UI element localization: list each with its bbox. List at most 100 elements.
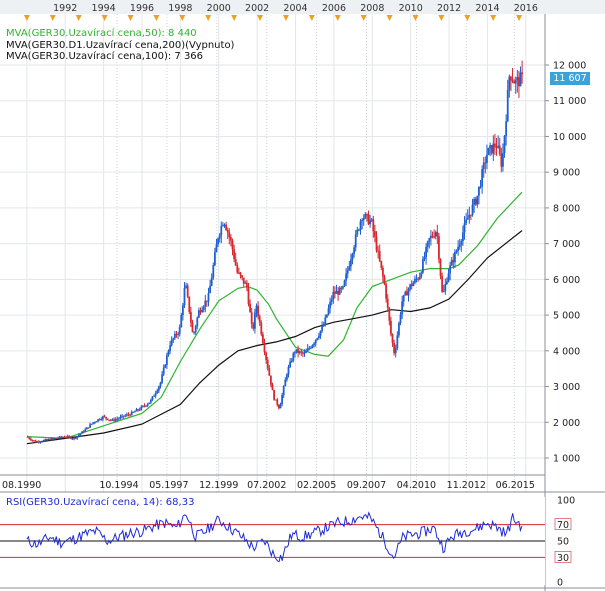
candle-body	[271, 384, 274, 391]
candle-body	[269, 375, 272, 385]
candle-body	[145, 405, 147, 407]
candle-body	[231, 240, 234, 250]
event-marker[interactable]	[205, 15, 212, 21]
candle-body	[314, 339, 317, 344]
candle-body	[390, 320, 392, 335]
candle-body	[274, 399, 277, 401]
candle-body	[486, 154, 488, 164]
event-marker[interactable]	[412, 15, 419, 21]
candle-body	[204, 300, 207, 307]
candle-body	[294, 352, 296, 354]
event-marker[interactable]	[127, 15, 134, 21]
candle-body	[209, 285, 211, 294]
candle-body	[476, 195, 479, 205]
candle-body	[261, 334, 264, 344]
candle-body	[138, 409, 141, 411]
price-tick-label: 6 000	[553, 275, 580, 286]
event-marker[interactable]	[153, 15, 160, 21]
event-marker[interactable]	[282, 15, 289, 21]
price-axis: 12 000 11 000 10 000 9 000 8 000 7 000 6 000 5 …	[544, 14, 605, 591]
candle-body	[129, 414, 131, 416]
candle-body	[329, 301, 332, 309]
event-marker[interactable]	[49, 15, 56, 21]
candle-body	[95, 421, 98, 423]
candle-body	[92, 422, 95, 424]
candle-body	[172, 338, 175, 340]
event-marker[interactable]	[386, 15, 393, 21]
candle-body	[356, 229, 359, 235]
event-marker[interactable]	[75, 15, 82, 21]
event-marker[interactable]	[101, 15, 108, 21]
candle-body	[334, 291, 336, 294]
candle-body	[273, 390, 275, 400]
event-marker[interactable]	[257, 15, 264, 21]
candle-body	[521, 72, 524, 74]
candle-body	[197, 310, 200, 318]
event-marker[interactable]	[438, 15, 445, 21]
chart-legend: MVA(GER30.Uzavírací cena,50): 8 440 MVA(…	[6, 28, 234, 63]
candle-body	[125, 414, 128, 416]
candle-body	[460, 241, 463, 245]
candle-body	[468, 214, 471, 218]
candle-body	[220, 225, 223, 236]
candle-body	[378, 251, 381, 261]
mva50-line	[26, 191, 523, 440]
candle-body	[101, 416, 104, 420]
event-marker[interactable]	[490, 15, 497, 21]
event-markers[interactable]	[23, 15, 523, 21]
event-marker[interactable]	[179, 15, 186, 21]
candle-body	[213, 252, 216, 266]
candle-body	[28, 437, 31, 439]
candle-body	[508, 76, 511, 90]
event-marker[interactable]	[308, 15, 315, 21]
candle-body	[258, 316, 261, 323]
candle-body	[511, 80, 514, 82]
event-marker[interactable]	[231, 15, 238, 21]
candle-body	[327, 308, 330, 315]
candle-body	[157, 386, 160, 391]
candle-body	[322, 325, 325, 327]
candle-body	[165, 355, 168, 365]
candle-body	[348, 266, 351, 270]
candle-body	[111, 419, 114, 421]
candle-body	[97, 419, 99, 422]
candle-body	[41, 441, 43, 443]
candle-body	[364, 213, 367, 218]
candle-body	[286, 374, 288, 380]
candle-body	[410, 284, 413, 286]
candle-body	[90, 423, 93, 425]
candle-body	[337, 290, 340, 295]
candle-body	[354, 234, 357, 248]
candle-body	[444, 283, 447, 291]
candle-body	[450, 260, 453, 266]
candle-body	[105, 416, 107, 419]
candle-body	[321, 326, 324, 331]
candle-body	[366, 213, 368, 215]
candle-body	[497, 145, 500, 148]
candle-body	[518, 77, 520, 87]
event-marker[interactable]	[516, 15, 523, 21]
moving-averages	[26, 191, 523, 445]
candle-body	[362, 217, 365, 221]
candle-body	[346, 269, 349, 274]
candle-body	[358, 229, 360, 231]
rsi-tick-label: 0	[557, 578, 563, 589]
event-marker[interactable]	[360, 15, 367, 21]
event-marker[interactable]	[464, 15, 471, 21]
date-tick-label: 02.2005	[297, 480, 336, 491]
candle-body	[394, 348, 397, 354]
candle-body	[503, 135, 506, 153]
candle-body	[502, 152, 504, 167]
candle-body	[398, 322, 400, 336]
candle-body	[455, 251, 458, 253]
candle-body	[257, 305, 259, 317]
candle-body	[385, 284, 388, 299]
event-marker[interactable]	[334, 15, 341, 21]
candle-body	[170, 339, 173, 346]
candle-body	[106, 418, 109, 420]
candle-body	[487, 148, 490, 155]
event-marker[interactable]	[23, 15, 30, 21]
candle-body	[372, 219, 375, 232]
candle-body	[237, 272, 240, 274]
